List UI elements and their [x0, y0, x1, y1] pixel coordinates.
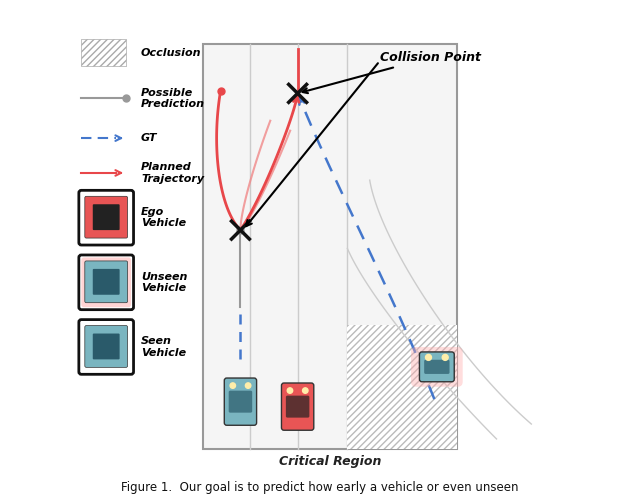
FancyBboxPatch shape — [203, 44, 457, 449]
FancyBboxPatch shape — [93, 269, 120, 294]
FancyBboxPatch shape — [419, 352, 454, 382]
Circle shape — [245, 383, 251, 388]
Text: Collision Point: Collision Point — [303, 51, 481, 93]
Bar — [348, 324, 457, 449]
Text: Critical Region: Critical Region — [279, 455, 381, 468]
Text: Ego
Vehicle: Ego Vehicle — [141, 207, 186, 229]
Text: Unseen
Vehicle: Unseen Vehicle — [141, 272, 188, 293]
FancyBboxPatch shape — [85, 326, 127, 368]
FancyBboxPatch shape — [93, 204, 120, 230]
FancyBboxPatch shape — [85, 196, 127, 238]
FancyBboxPatch shape — [79, 190, 134, 245]
FancyBboxPatch shape — [228, 390, 252, 412]
FancyBboxPatch shape — [79, 255, 134, 310]
Text: Seen
Vehicle: Seen Vehicle — [141, 336, 186, 358]
Text: Planned
Trajectory: Planned Trajectory — [141, 162, 204, 184]
FancyBboxPatch shape — [282, 383, 314, 430]
Text: GT: GT — [141, 133, 157, 143]
Circle shape — [287, 388, 292, 394]
FancyBboxPatch shape — [224, 378, 257, 426]
Circle shape — [426, 354, 431, 360]
FancyBboxPatch shape — [411, 347, 463, 387]
Circle shape — [230, 383, 236, 388]
FancyBboxPatch shape — [424, 360, 449, 374]
FancyBboxPatch shape — [79, 320, 134, 374]
FancyBboxPatch shape — [286, 396, 309, 417]
FancyBboxPatch shape — [93, 334, 120, 359]
Text: Figure 1.  Our goal is to predict how early a vehicle or even unseen: Figure 1. Our goal is to predict how ear… — [121, 480, 519, 494]
Bar — [81, 38, 126, 66]
Text: Occlusion: Occlusion — [141, 48, 202, 58]
FancyBboxPatch shape — [85, 261, 127, 302]
FancyBboxPatch shape — [81, 258, 131, 307]
Circle shape — [303, 388, 308, 394]
Text: Possible
Prediction: Possible Prediction — [141, 88, 205, 109]
Circle shape — [442, 354, 448, 360]
